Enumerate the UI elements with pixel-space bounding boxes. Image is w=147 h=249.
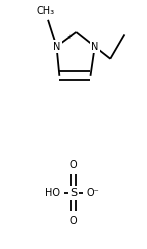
Text: S: S (70, 188, 77, 198)
Text: N: N (91, 42, 98, 52)
Text: HO: HO (45, 188, 60, 198)
Text: N: N (53, 42, 60, 52)
Text: +: + (66, 34, 72, 40)
Text: O: O (70, 216, 77, 226)
Text: O: O (70, 160, 77, 170)
Text: CH₃: CH₃ (36, 6, 54, 16)
Text: O⁻: O⁻ (87, 188, 100, 198)
